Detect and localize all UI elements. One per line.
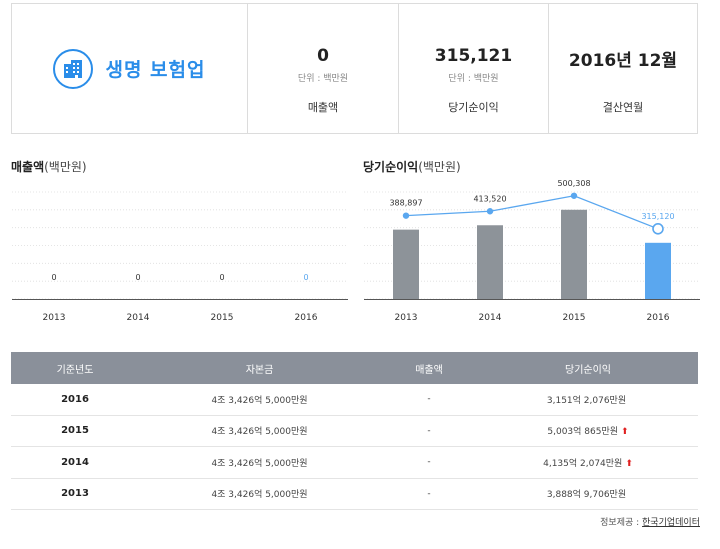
row-year: 2013	[61, 488, 89, 500]
settlement-label: 결산연월	[602, 101, 644, 114]
row-sales: -	[427, 394, 431, 405]
summary-panel: 생명 보험업 0 단위 : 백만원 매출액 315,121 단위 : 백만원 당…	[11, 3, 698, 134]
row-profit: 3,151억 2,076만원	[478, 393, 698, 406]
arrow-up-icon: ⬆	[621, 427, 629, 438]
data-label: 388,897	[389, 199, 422, 208]
x-tick-label: 2015	[211, 313, 234, 323]
row-capital: 4조 3,426억 5,000만원	[211, 490, 308, 501]
profit-label: 당기순이익	[448, 101, 499, 114]
data-label: 413,520	[473, 194, 506, 203]
company-name: 생명 보험업	[105, 59, 206, 81]
header-sales: 매출액	[415, 364, 443, 376]
profit-unit: 단위 : 백만원	[448, 74, 499, 84]
row-profit-value: 5,003억 865만원	[547, 427, 619, 438]
gridlines	[12, 191, 348, 300]
source-credit: 정보제공 : 한국기업데이터	[600, 515, 700, 528]
row-year: 2014	[61, 456, 89, 468]
row-profit-value: 3,888억 9,706만원	[546, 490, 627, 501]
x-tick-label: 2013	[395, 313, 418, 323]
row-profit: 3,888억 9,706만원	[478, 487, 698, 500]
building-icon	[53, 48, 94, 89]
x-tick-label: 2014	[127, 313, 150, 323]
profit-value: 315,121	[434, 46, 513, 66]
row-profit-value: 3,151억 2,076만원	[546, 395, 627, 406]
data-point	[570, 192, 578, 199]
bar	[393, 229, 419, 299]
row-year: 2015	[61, 425, 89, 437]
sales-label: 매출액	[307, 101, 339, 114]
company-cell: 생명 보험업	[12, 4, 247, 133]
header-year: 기준년도	[56, 364, 94, 376]
bar	[645, 242, 671, 299]
profit-chart: 2013 2014 2015 2016 388,897 413,520 500,308 315…	[364, 180, 700, 323]
settlement-value: 2016년 12월	[568, 51, 678, 71]
x-tick-label: 2016	[295, 313, 318, 323]
table-header: 기준년도 자본금 매출액 당기순이익	[11, 352, 698, 384]
data-label: 0	[303, 273, 308, 282]
data-point	[402, 212, 410, 219]
data-label: 0	[219, 273, 224, 282]
profit-chart-title: 당기순이익(백만원)	[363, 158, 461, 175]
x-tick-label: 2014	[479, 313, 502, 323]
table-row: 2014 4조 3,426억 5,000만원 - 4,135억 2,074만원 ⬆	[11, 447, 698, 479]
table-row: 2016 4조 3,426억 5,000만원 - 3,151억 2,076만원	[11, 384, 698, 416]
arrow-up-icon: ⬆	[625, 458, 633, 469]
data-label: 0	[135, 273, 140, 282]
row-capital: 4조 3,426억 5,000만원	[211, 427, 308, 438]
source-label: 정보제공 :	[600, 518, 643, 528]
settlement-stat: 2016년 12월 결산연월	[548, 4, 697, 133]
row-profit: 5,003억 865만원 ⬆	[478, 424, 698, 437]
row-profit: 4,135억 2,074만원 ⬆	[478, 456, 698, 469]
data-label: 0	[51, 273, 56, 282]
row-profit-value: 4,135억 2,074만원	[543, 458, 623, 469]
row-sales: -	[427, 488, 431, 499]
data-point	[652, 223, 664, 235]
row-capital: 4조 3,426억 5,000만원	[211, 395, 308, 406]
sales-chart-title: 매출액(백만원)	[11, 158, 87, 175]
profit-chart-title-unit: (백만원)	[418, 160, 461, 174]
x-tick-label: 2015	[563, 313, 586, 323]
bar	[477, 225, 503, 299]
source-link[interactable]: 한국기업데이터	[642, 518, 700, 528]
data-label: 500,308	[557, 180, 590, 188]
row-year: 2016	[61, 393, 89, 405]
row-sales: -	[427, 457, 431, 468]
sales-unit: 단위 : 백만원	[297, 74, 349, 84]
row-capital: 4조 3,426억 5,000만원	[211, 458, 308, 469]
profit-stat: 315,121 단위 : 백만원 당기순이익	[398, 4, 548, 133]
table-row: 2015 4조 3,426억 5,000만원 - 5,003억 865만원 ⬆	[11, 416, 698, 447]
table-row: 2013 4조 3,426억 5,000만원 - 3,888억 9,706만원	[11, 479, 698, 510]
series-line	[405, 195, 659, 230]
bar	[561, 209, 587, 299]
row-sales: -	[427, 425, 431, 436]
data-point	[486, 208, 494, 215]
sales-chart: 2013 2014 2015 2016 0 0 0 0	[12, 191, 348, 323]
sales-value: 0	[317, 46, 329, 66]
profit-chart-title-text: 당기순이익	[363, 160, 419, 174]
x-tick-label: 2016	[647, 313, 670, 323]
finance-table: 기준년도 자본금 매출액 당기순이익 2016 4조 3,426억 5,000만…	[11, 352, 698, 510]
sales-chart-title-unit: (백만원)	[44, 160, 87, 174]
sales-chart-title-text: 매출액	[11, 160, 45, 174]
sales-stat: 0 단위 : 백만원 매출액	[247, 4, 398, 133]
data-label: 315,120	[641, 212, 674, 221]
x-tick-label: 2013	[43, 313, 66, 323]
header-profit: 당기순이익	[565, 364, 611, 376]
header-capital: 자본금	[245, 364, 274, 376]
